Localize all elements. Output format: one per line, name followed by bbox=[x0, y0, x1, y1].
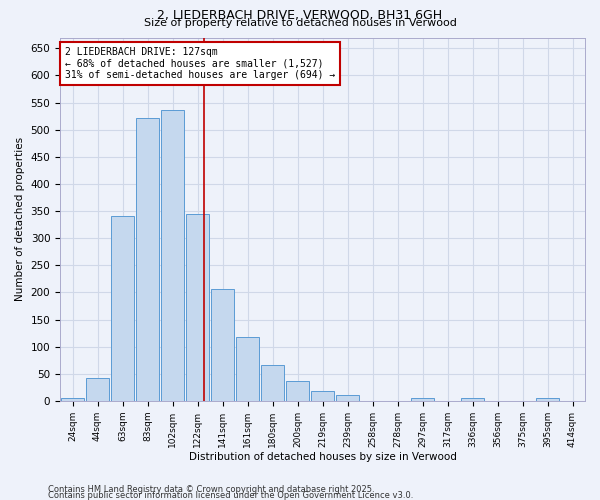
Text: Contains public sector information licensed under the Open Government Licence v3: Contains public sector information licen… bbox=[48, 490, 413, 500]
Text: 2 LIEDERBACH DRIVE: 127sqm
← 68% of detached houses are smaller (1,527)
31% of s: 2 LIEDERBACH DRIVE: 127sqm ← 68% of deta… bbox=[65, 46, 335, 80]
Text: 2, LIEDERBACH DRIVE, VERWOOD, BH31 6GH: 2, LIEDERBACH DRIVE, VERWOOD, BH31 6GH bbox=[157, 9, 443, 22]
Text: Contains HM Land Registry data © Crown copyright and database right 2025.: Contains HM Land Registry data © Crown c… bbox=[48, 484, 374, 494]
Bar bbox=[261, 364, 284, 401]
Bar bbox=[86, 378, 109, 401]
Bar bbox=[336, 395, 359, 401]
Bar bbox=[411, 398, 434, 401]
Bar bbox=[186, 214, 209, 401]
Bar bbox=[61, 398, 84, 401]
X-axis label: Distribution of detached houses by size in Verwood: Distribution of detached houses by size … bbox=[188, 452, 457, 462]
Bar bbox=[461, 398, 484, 401]
Bar bbox=[111, 216, 134, 401]
Text: Size of property relative to detached houses in Verwood: Size of property relative to detached ho… bbox=[143, 18, 457, 28]
Bar bbox=[211, 288, 234, 401]
Bar bbox=[536, 398, 559, 401]
Bar bbox=[311, 391, 334, 401]
Bar bbox=[161, 110, 184, 401]
Bar bbox=[136, 118, 159, 401]
Bar bbox=[286, 382, 309, 401]
Y-axis label: Number of detached properties: Number of detached properties bbox=[15, 137, 25, 301]
Bar bbox=[236, 337, 259, 401]
